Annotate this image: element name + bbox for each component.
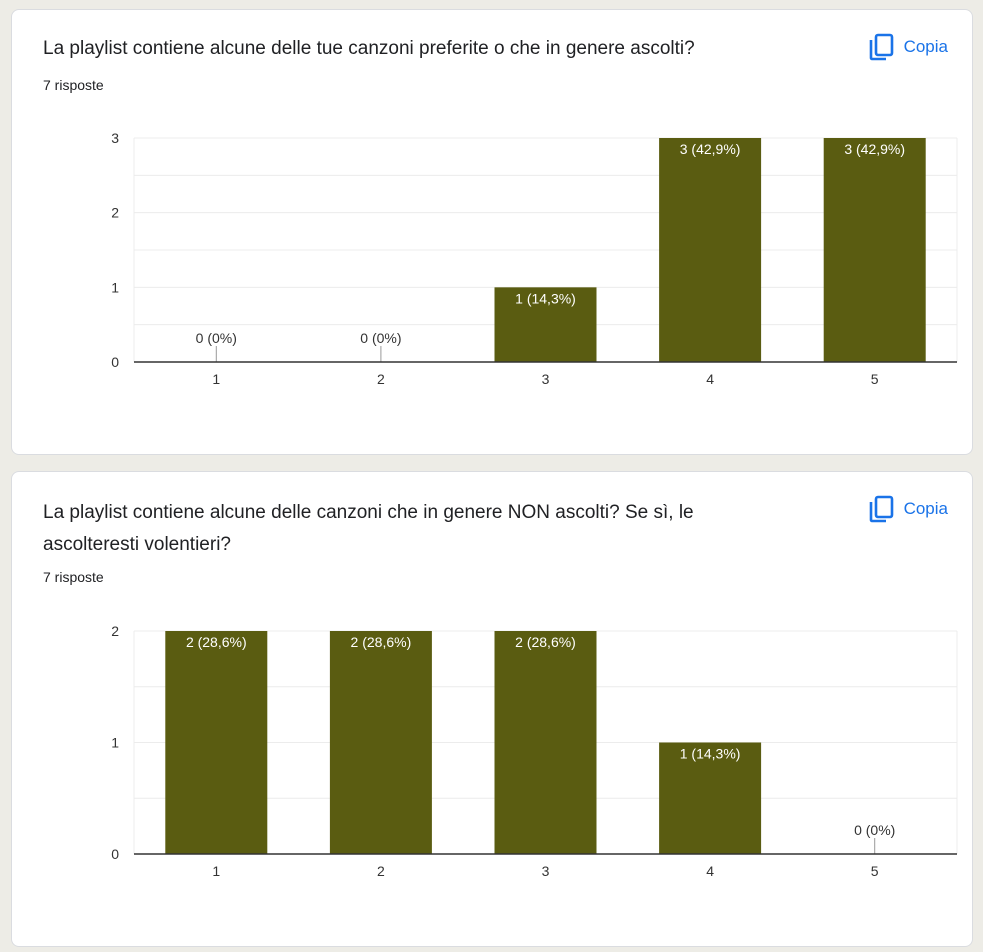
y-tick-label: 2 (111, 205, 119, 221)
bar (823, 138, 926, 362)
x-tick-label: 5 (871, 371, 879, 387)
bar (165, 631, 268, 854)
x-tick-label: 3 (542, 371, 550, 387)
x-tick-label: 1 (212, 371, 220, 387)
bar (659, 742, 762, 854)
x-tick-label: 5 (871, 863, 879, 879)
bar (494, 287, 597, 362)
y-tick-label: 1 (111, 279, 119, 295)
copy-icon (868, 33, 894, 61)
copy-label: Copia (903, 499, 948, 518)
data-label: 3 (42,9%) (844, 141, 905, 157)
response-count: 7 risposte (43, 77, 104, 93)
response-count: 7 risposte (43, 569, 104, 585)
x-tick-label: 3 (542, 863, 550, 879)
copy-button[interactable]: Copia (868, 495, 948, 523)
y-tick-label: 0 (111, 846, 119, 862)
data-label: 2 (28,6%) (351, 634, 412, 650)
x-tick-label: 4 (706, 863, 714, 879)
y-tick-label: 3 (111, 130, 119, 146)
data-label: 2 (28,6%) (186, 634, 247, 650)
bar (494, 631, 597, 854)
data-label: 3 (42,9%) (680, 141, 741, 157)
copy-icon (868, 495, 894, 523)
copy-label: Copia (903, 37, 948, 56)
y-tick-label: 0 (111, 354, 119, 370)
x-tick-label: 2 (377, 371, 385, 387)
data-label: 0 (0%) (360, 330, 401, 346)
bar (659, 138, 762, 362)
data-label: 1 (14,3%) (515, 290, 576, 306)
question-card-1: La playlist contiene alcune delle tue ca… (11, 9, 973, 455)
x-tick-label: 2 (377, 863, 385, 879)
x-tick-label: 4 (706, 371, 714, 387)
data-label: 0 (0%) (854, 822, 895, 838)
bar (329, 631, 432, 854)
data-label: 2 (28,6%) (515, 634, 576, 650)
question-card-2: La playlist contiene alcune delle canzon… (11, 471, 973, 947)
bar-chart: 0 1 2 3 0 (0%) 1 0 (0%) 2 1 (14,3%) 3 3 (42,9%) 4 3 … (111, 130, 958, 387)
data-label: 0 (0%) (196, 330, 237, 346)
y-tick-label: 1 (111, 735, 119, 751)
data-label: 1 (14,3%) (680, 746, 741, 762)
bar-chart: 0 1 2 2 (28,6%) 1 2 (28,6%) 2 2 (28,6%) 3 1 (14,3… (111, 623, 958, 879)
question-title: La playlist contiene alcune delle tue ca… (43, 38, 695, 59)
x-tick-label: 1 (212, 863, 220, 879)
y-tick-label: 2 (111, 623, 119, 639)
question-title: La playlist contiene alcune delle canzon… (43, 502, 694, 555)
copy-button[interactable]: Copia (868, 33, 948, 61)
